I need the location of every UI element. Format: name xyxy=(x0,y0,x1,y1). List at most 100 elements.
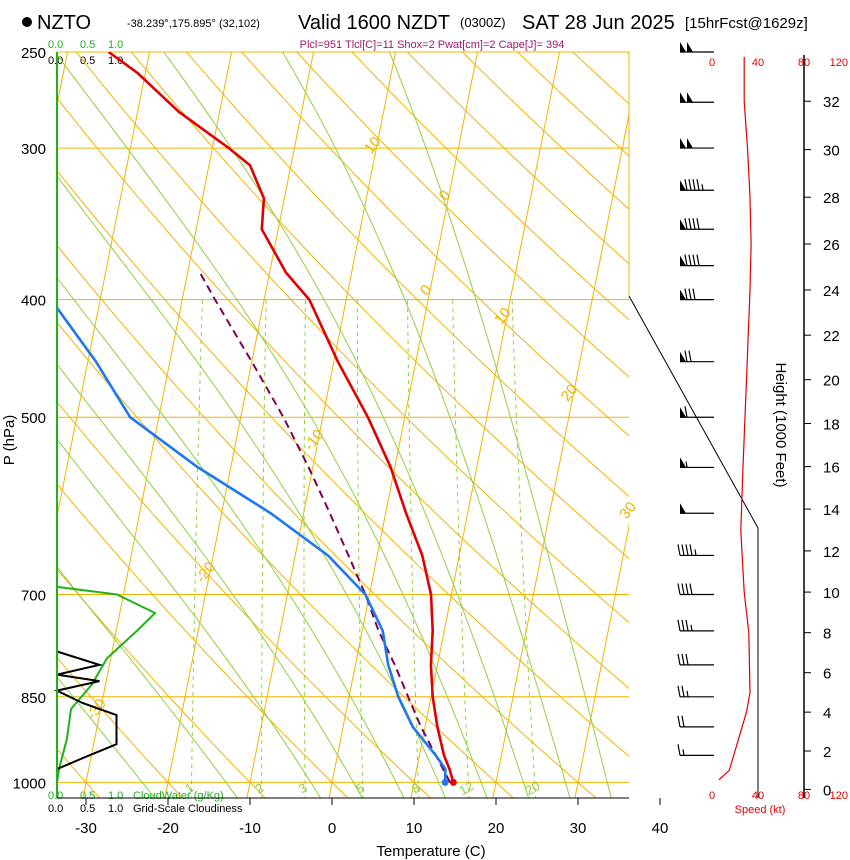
wind-barb-4 xyxy=(680,218,714,230)
mixing-ratio-lines xyxy=(190,299,537,798)
pressure-tick-400: 400 xyxy=(21,293,46,310)
height-tick-12: 12 xyxy=(823,544,840,561)
isotherm--20 xyxy=(164,52,315,798)
isotherm-0 xyxy=(328,52,479,798)
wind-panel xyxy=(628,42,759,798)
dry-adiabat--20 xyxy=(57,656,184,798)
cloud-scale-bottom-green-0: 0.0 xyxy=(48,790,63,802)
mixing-ratio-20 xyxy=(511,299,537,798)
wind-barb-flag-0-0 xyxy=(680,42,686,52)
moist-adiabat-15 xyxy=(57,175,447,798)
wind-barb-full-15-4 xyxy=(681,685,685,697)
wind-barb-full-5-11 xyxy=(688,254,692,266)
wind-barb-7 xyxy=(680,350,714,363)
cloud-scale-top-black-2: 1.0 xyxy=(108,55,123,67)
wind-barb-half-11 xyxy=(694,549,697,556)
x-tick--20: -20 xyxy=(157,820,179,837)
wind-barb-full-3-11 xyxy=(688,179,692,191)
wind-barb-8 xyxy=(680,406,714,418)
wind-barb-full-11-0 xyxy=(677,544,681,556)
cloud-scale-bottom-black-1: 0.5 xyxy=(80,803,95,815)
cloud-scale-top-black-0: 0.0 xyxy=(48,55,63,67)
pressure-tick-500: 500 xyxy=(21,410,46,427)
wind-barb-full-3-15 xyxy=(692,179,696,191)
x-tick-30: 30 xyxy=(570,820,587,837)
x-tick--30: -30 xyxy=(75,820,97,837)
mixing-ratio-3 xyxy=(303,299,306,798)
dry-adiabat-70 xyxy=(130,52,629,560)
x-axis-ticks: -30 -20 -10 0 10 20 30 40 xyxy=(75,798,668,837)
station-name: NZTO xyxy=(37,12,91,34)
station-dot xyxy=(22,17,32,27)
wind-barb-full-5-19 xyxy=(696,254,700,266)
wind-barb-full-13-8 xyxy=(685,619,689,631)
wind-barb-9 xyxy=(680,457,714,469)
dry-adiabat-60 xyxy=(75,52,629,624)
wind-barb-full-3-19 xyxy=(696,179,700,191)
wind-barb-15 xyxy=(677,685,714,698)
profile-lines xyxy=(57,52,457,786)
speed-scale-bottom-120: 120 xyxy=(830,790,848,802)
speed-label: Speed (kt) xyxy=(735,804,786,816)
wind-barb-flag-1-7 xyxy=(687,92,693,103)
cloud-scale-bottom-green-1: 0.5 xyxy=(80,790,95,802)
dry-adiabat-150 xyxy=(572,52,629,105)
wind-barb-flag-2-0 xyxy=(680,138,686,149)
x-tick-0: 0 xyxy=(328,820,336,837)
speed-scale-bottom-80: 80 xyxy=(798,790,810,802)
wind-barb-6 xyxy=(680,288,714,301)
cloud-scale-bottom-green-2: 1.0 xyxy=(108,790,123,802)
isotherm--30 xyxy=(82,52,233,798)
dry-adiabat-80 xyxy=(185,52,629,498)
speed-scale: 0 40 80 120 0 40 80 120 Speed (kt) xyxy=(709,57,848,816)
wind-barb-12 xyxy=(677,583,714,596)
wind-barb-flag-10-0 xyxy=(680,503,686,514)
wind-barb-half-15 xyxy=(686,690,689,697)
dry-adiabat--10 xyxy=(57,568,266,798)
cloudiness-label: Grid-Scale Cloudiness xyxy=(133,803,243,815)
height-tick-26: 26 xyxy=(823,237,840,254)
height-tick-28: 28 xyxy=(823,190,840,207)
mixing-ratio-label-20: 20 xyxy=(522,778,542,798)
pressure-tick-250: 250 xyxy=(21,45,46,62)
indices-line: Plcl=951 Tlcl[C]=11 Shox=2 Pwat[cm]=2 Ca… xyxy=(300,39,565,51)
temperature-trace xyxy=(107,52,455,783)
isotherm-20 xyxy=(492,112,629,798)
height-tick-6: 6 xyxy=(823,666,831,683)
wind-barb-full-8-7 xyxy=(684,406,688,418)
speed-scale-bottom-40: 40 xyxy=(752,790,764,802)
cloud-scale-top-black-1: 0.5 xyxy=(80,55,95,67)
cloud-scale-bottom-black-2: 1.0 xyxy=(108,803,123,815)
height-tick-10: 10 xyxy=(823,585,840,602)
x-tick-20: 20 xyxy=(488,820,505,837)
cloud-scale-bottom: 0.0 0.5 1.0 CloudWater (g/Kg) 0.0 0.5 1.… xyxy=(48,790,243,815)
dry-adiabat-100 xyxy=(296,52,629,378)
cloudiness-trace xyxy=(53,650,118,771)
wind-barb-full-16-0 xyxy=(677,715,681,728)
wind-barb-11 xyxy=(677,544,714,557)
height-tick-16: 16 xyxy=(823,460,840,477)
cloud-scale-bottom-black-0: 0.0 xyxy=(48,803,63,815)
wind-barb-full-11-8 xyxy=(685,544,689,556)
cloudwater-label: CloudWater (g/Kg) xyxy=(133,790,224,802)
wind-barb-half-9 xyxy=(685,461,688,468)
isotherm-label-3: 0 xyxy=(417,282,436,299)
dry-adiabat-0 xyxy=(57,483,349,798)
wind-barb-flag-7-0 xyxy=(680,351,686,362)
wind-barb-full-4-19 xyxy=(696,218,700,230)
dry-adiabat-140 xyxy=(516,52,629,157)
speed-scale-bottom-0: 0 xyxy=(709,790,715,802)
wind-barb-full-12-4 xyxy=(681,583,685,595)
x-tick-40: 40 xyxy=(652,820,669,837)
wind-barb-full-5-15 xyxy=(692,254,696,266)
height-tick-24: 24 xyxy=(823,283,840,300)
isotherm-label-6: -30 xyxy=(83,696,110,724)
dry-adiabat-50 xyxy=(57,97,629,690)
wind-barb-10 xyxy=(680,503,714,514)
speed-scale-top-80: 80 xyxy=(798,57,810,69)
surface-dewpoint-dot xyxy=(441,778,449,786)
height-tick-4: 4 xyxy=(823,705,831,722)
wind-speed-trace xyxy=(718,56,752,781)
speed-scale-top-40: 40 xyxy=(752,57,764,69)
isotherm--40 xyxy=(57,52,151,519)
